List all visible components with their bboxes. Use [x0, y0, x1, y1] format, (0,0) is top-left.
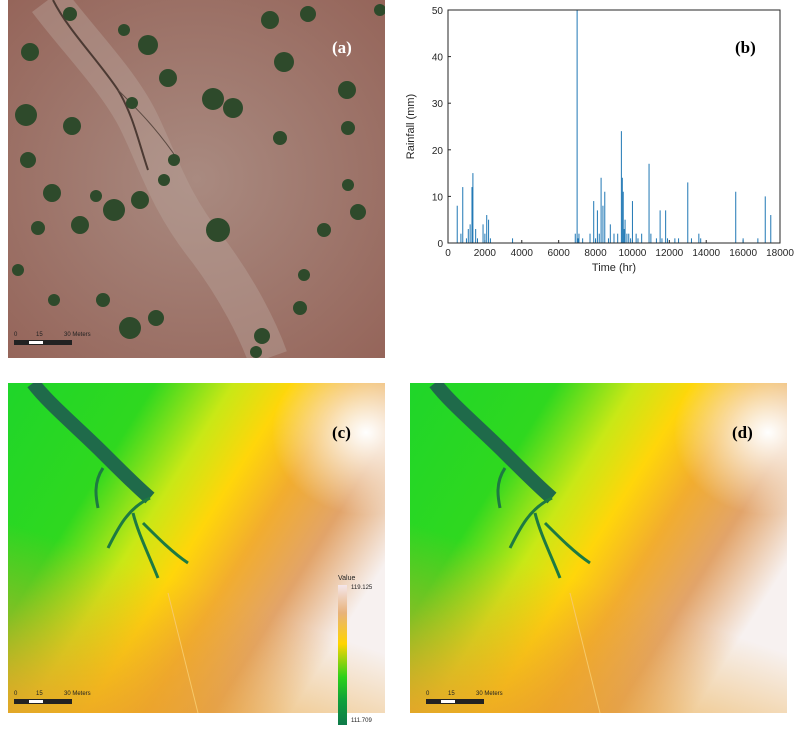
x-tick-label: 18000 [766, 248, 794, 259]
y-tick-label: 20 [432, 146, 444, 157]
elevation-raster [410, 383, 787, 713]
y-tick-label: 40 [432, 53, 444, 64]
scale-tick-0: 0 [14, 332, 18, 338]
legend-title: Value [338, 575, 356, 582]
aerial-photo [8, 0, 385, 358]
x-tick-label: 2000 [474, 248, 497, 259]
legend-min-value: 111.709 [351, 718, 372, 724]
scale-bar: 0 15 30 Meters [14, 332, 94, 352]
scale-tick-15: 15 [36, 691, 43, 697]
scale-tick-0: 0 [14, 691, 18, 697]
scale-tick-15: 15 [448, 691, 455, 697]
y-tick-label: 10 [432, 192, 444, 203]
y-axis-label: Rainfall (mm) [405, 94, 417, 159]
scale-tick-15: 15 [36, 332, 43, 338]
panel-label-d: (d) [732, 423, 753, 442]
x-tick-label: 8000 [584, 248, 607, 259]
scale-bar: 0 15 30 Meters [14, 691, 94, 711]
panel-label-c: (c) [332, 423, 351, 442]
y-tick-label: 30 [432, 99, 444, 110]
scale-tick-0: 0 [426, 691, 430, 697]
rainfall-chart: 0 10 20 30 40 50 0 2000 4000 6000 8000 10000 12000 1… [405, 6, 794, 274]
scale-tick-30: 30 Meters [64, 691, 91, 697]
y-tick-label: 0 [437, 239, 443, 250]
scale-tick-30: 30 Meters [64, 332, 91, 338]
elevation-raster [8, 383, 385, 713]
panel-d-elevation-map: (d) 0 15 30 Meters [410, 383, 787, 713]
x-tick-label: 12000 [655, 248, 683, 259]
panel-b-rainfall-chart: 0 10 20 30 40 50 0 2000 4000 6000 8000 10000 12000 1… [400, 0, 796, 300]
panel-a-aerial-image: (a) 0 15 30 Meters [8, 0, 385, 358]
x-tick-label: 14000 [692, 248, 720, 259]
y-tick-label: 50 [432, 6, 444, 17]
x-tick-label: 0 [445, 248, 451, 259]
panel-label-a: (a) [332, 38, 352, 57]
panel-c-elevation-map: (c) Value 119.125 111.709 0 15 30 Meters [8, 383, 385, 725]
x-tick-label: 10000 [619, 248, 647, 259]
scale-tick-30: 30 Meters [476, 691, 503, 697]
x-tick-label: 4000 [511, 248, 534, 259]
legend-color-ramp [338, 585, 347, 725]
scale-bar: 0 15 30 Meters [426, 691, 506, 711]
x-axis-label: Time (hr) [592, 262, 636, 274]
legend-max-value: 119.125 [351, 585, 373, 591]
x-tick-label: 16000 [729, 248, 757, 259]
elevation-legend: Value 119.125 111.709 [338, 575, 388, 727]
x-tick-label: 6000 [548, 248, 571, 259]
panel-label-b: (b) [735, 38, 756, 57]
